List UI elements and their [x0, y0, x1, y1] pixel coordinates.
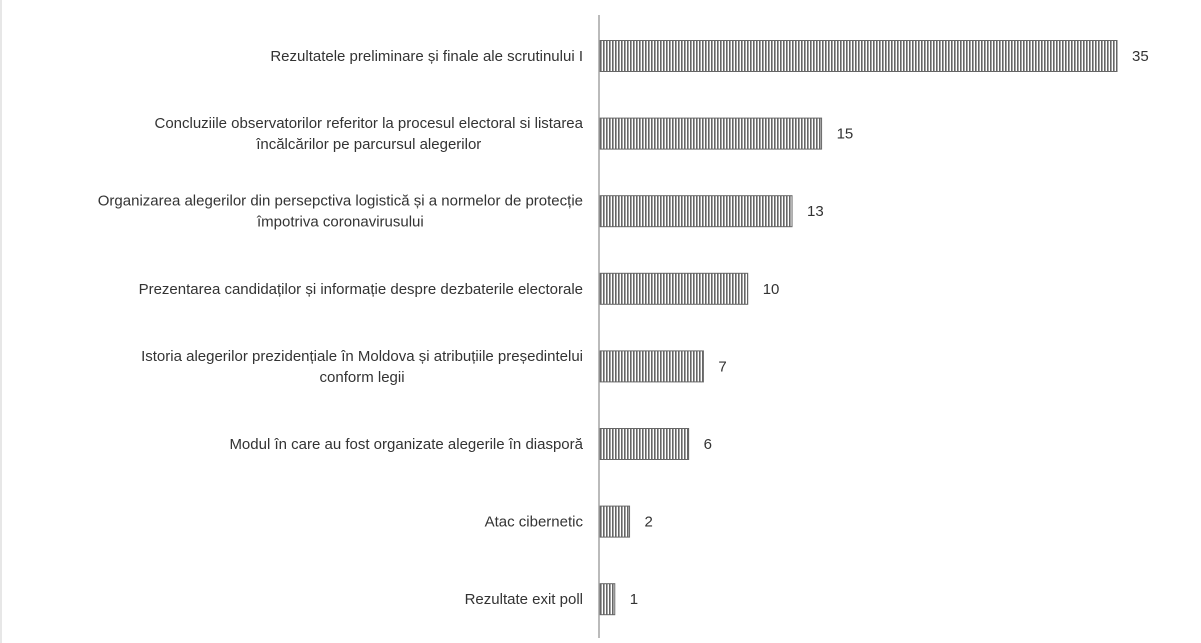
bar [599, 505, 631, 538]
category-label-line: Prezentarea candidaților și informație d… [139, 281, 583, 298]
category-label-line: conform legii [320, 369, 405, 386]
bar [599, 583, 616, 616]
category-label-line: Rezultatele preliminare și finale ale sc… [270, 48, 583, 65]
data-label: 7 [718, 358, 726, 375]
bar [599, 350, 704, 383]
data-label: 15 [837, 126, 854, 143]
bar [599, 40, 1118, 72]
bar [599, 272, 749, 305]
bar [599, 428, 690, 460]
data-label: 35 [1132, 48, 1149, 65]
category-label: Rezultatele preliminare și finale ale sc… [270, 48, 583, 65]
category-labels-layer: Rezultatele preliminare și finale ale sc… [98, 48, 584, 608]
category-label-line: Modul în care au fost organizate alegeri… [229, 436, 583, 453]
category-label-line: încălcărilor pe parcursul alegerilor [255, 136, 481, 153]
category-label-line: Concluziile observatorilor referitor la … [154, 115, 583, 132]
category-label-line: Rezultate exit poll [465, 591, 583, 608]
category-label: Prezentarea candidaților și informație d… [139, 281, 583, 298]
value-labels-layer: 35 15 13 10 7 6 2 1 [630, 48, 1149, 608]
data-label: 1 [630, 591, 638, 608]
data-label: 10 [763, 281, 780, 298]
category-label: Concluziile observatorilor referitor la … [154, 115, 583, 153]
category-label-line: Istoria alegerilor prezidențiale în Mold… [141, 348, 583, 365]
category-label: Istoria alegerilor prezidențiale în Mold… [141, 348, 583, 386]
data-label: 2 [645, 514, 653, 531]
bar [599, 195, 793, 228]
data-label: 13 [807, 203, 824, 220]
category-label-line: împotriva coronavirusului [256, 214, 424, 231]
category-label: Atac cibernetic [485, 514, 584, 531]
category-label: Modul în care au fost organizate alegeri… [229, 436, 583, 453]
category-label: Organizarea alegerilor din persepctiva l… [98, 193, 583, 231]
category-label-line: Atac cibernetic [485, 514, 584, 531]
category-label-line: Organizarea alegerilor din persepctiva l… [98, 193, 583, 210]
data-label: 6 [704, 436, 712, 453]
bars-layer [599, 40, 1118, 616]
bar [599, 117, 823, 150]
category-label: Rezultate exit poll [465, 591, 583, 608]
